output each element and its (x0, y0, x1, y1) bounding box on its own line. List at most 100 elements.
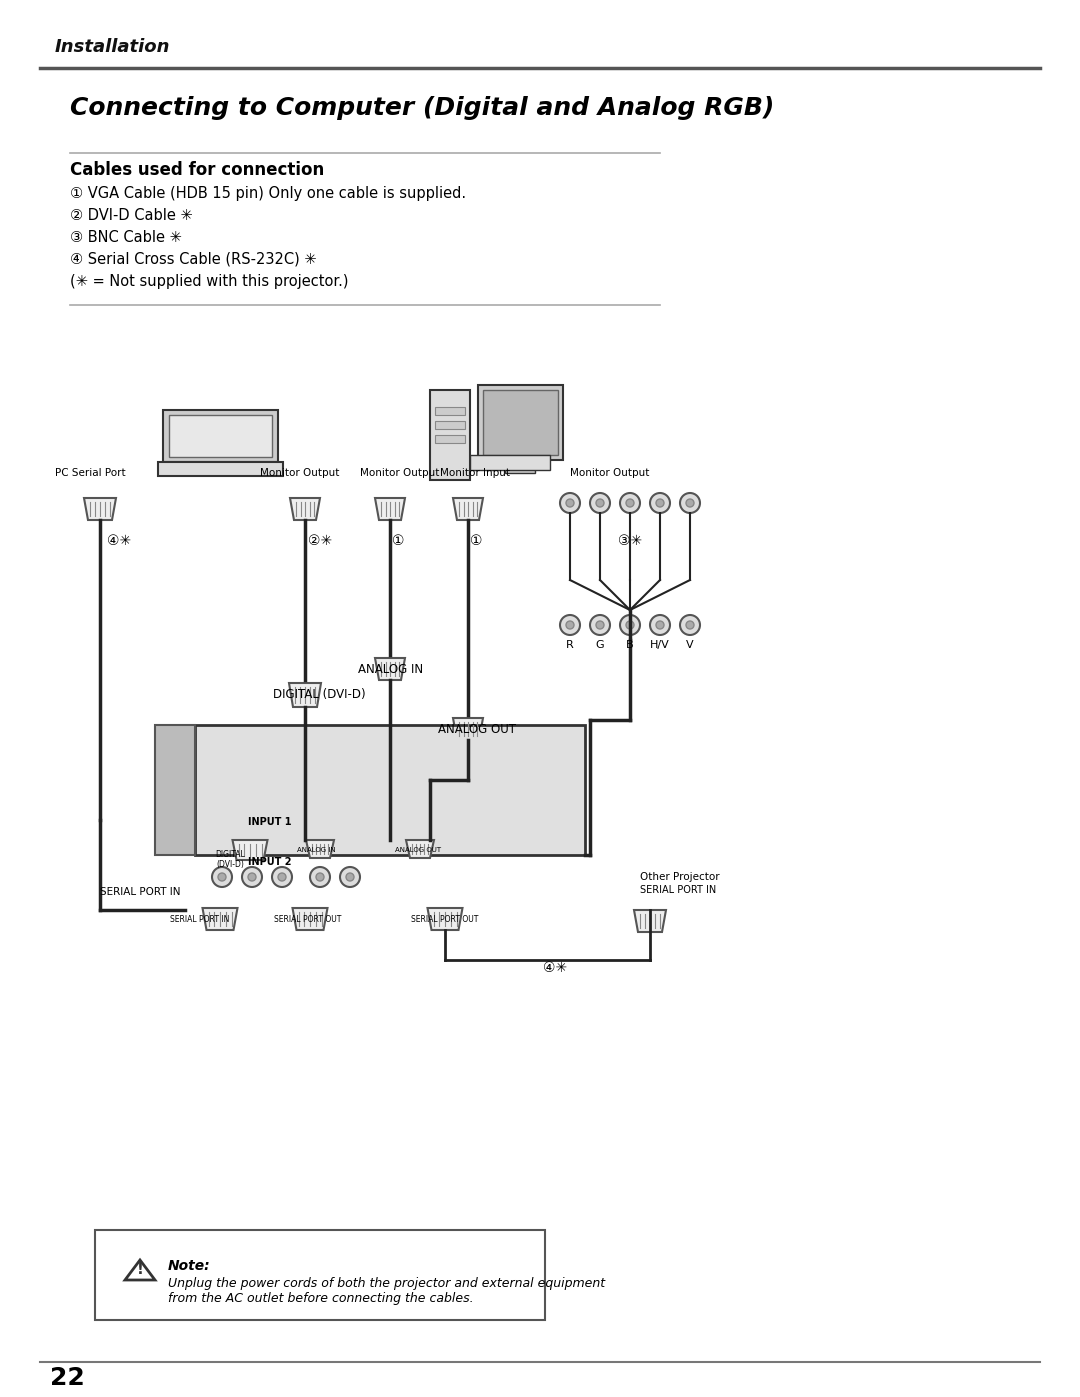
Circle shape (596, 499, 604, 507)
Polygon shape (291, 497, 320, 520)
Text: Monitor Output: Monitor Output (360, 468, 440, 478)
Bar (505, 468, 535, 474)
Circle shape (561, 493, 580, 513)
Circle shape (590, 493, 610, 513)
Text: G: G (596, 640, 605, 650)
Text: ②✳: ②✳ (308, 534, 333, 548)
Text: Installation: Installation (55, 38, 171, 56)
Text: ANALOG IN: ANALOG IN (297, 847, 335, 854)
Polygon shape (453, 497, 483, 520)
Bar (515, 460, 525, 469)
Polygon shape (306, 840, 334, 858)
Circle shape (626, 622, 634, 629)
Circle shape (566, 499, 573, 507)
Circle shape (212, 868, 232, 887)
Text: !: ! (136, 1261, 144, 1277)
Text: ④ Serial Cross Cable (RS-232C) ✳: ④ Serial Cross Cable (RS-232C) ✳ (70, 251, 316, 267)
Text: SERIAL PORT IN: SERIAL PORT IN (640, 886, 716, 895)
Text: (✳ = Not supplied with this projector.): (✳ = Not supplied with this projector.) (70, 274, 349, 289)
Text: Connecting to Computer (Digital and Analog RGB): Connecting to Computer (Digital and Anal… (70, 96, 774, 120)
Circle shape (626, 499, 634, 507)
Polygon shape (428, 908, 462, 930)
Circle shape (278, 873, 286, 882)
FancyBboxPatch shape (95, 1229, 545, 1320)
Bar (195, 725, 585, 855)
Text: Other Projector: Other Projector (640, 872, 719, 882)
Text: INPUT 1: INPUT 1 (248, 817, 292, 827)
Text: Cables used for connection: Cables used for connection (70, 161, 324, 179)
Text: SERIAL PORT OUT: SERIAL PORT OUT (411, 915, 478, 923)
Text: DIGITAL
(DVI-D): DIGITAL (DVI-D) (215, 849, 245, 869)
Text: V: V (686, 640, 693, 650)
Text: ② DVI-D Cable ✳: ② DVI-D Cable ✳ (70, 208, 192, 224)
Circle shape (242, 868, 262, 887)
Text: SERIAL PORT OUT: SERIAL PORT OUT (274, 915, 341, 923)
Bar (168, 415, 271, 457)
Circle shape (650, 493, 670, 513)
Polygon shape (293, 908, 327, 930)
Circle shape (656, 499, 664, 507)
Polygon shape (232, 840, 268, 861)
Text: SERIAL PORT IN: SERIAL PORT IN (100, 887, 180, 897)
Bar (483, 390, 557, 455)
Polygon shape (203, 908, 238, 930)
Text: ①: ① (470, 534, 483, 548)
Text: Note:: Note: (168, 1259, 211, 1273)
Bar (435, 434, 465, 443)
Polygon shape (634, 909, 666, 932)
Text: ① VGA Cable (HDB 15 pin) Only one cable is supplied.: ① VGA Cable (HDB 15 pin) Only one cable … (70, 186, 467, 201)
Circle shape (316, 873, 324, 882)
Text: PC Serial Port: PC Serial Port (55, 468, 125, 478)
Bar (156, 725, 195, 855)
Text: Monitor Output: Monitor Output (260, 468, 339, 478)
Text: ANALOG OUT: ANALOG OUT (395, 847, 441, 854)
Text: ①: ① (392, 534, 405, 548)
Text: ANALOG OUT: ANALOG OUT (438, 724, 516, 736)
Bar (470, 455, 550, 469)
Circle shape (566, 622, 573, 629)
Bar (435, 407, 465, 415)
Text: Monitor Input: Monitor Input (440, 468, 510, 478)
Circle shape (561, 615, 580, 636)
Circle shape (340, 868, 360, 887)
Circle shape (346, 873, 354, 882)
Text: from the AC outlet before connecting the cables.: from the AC outlet before connecting the… (168, 1292, 474, 1305)
Circle shape (680, 493, 700, 513)
Polygon shape (406, 840, 434, 858)
Text: ③✳: ③✳ (618, 534, 643, 548)
Text: B: B (626, 640, 634, 650)
Circle shape (680, 615, 700, 636)
Circle shape (620, 493, 640, 513)
Polygon shape (125, 1260, 156, 1280)
Circle shape (686, 499, 694, 507)
Polygon shape (84, 497, 116, 520)
Text: ④✳: ④✳ (543, 961, 567, 975)
Circle shape (218, 873, 226, 882)
Polygon shape (375, 497, 405, 520)
Text: DIGITAL (DVI-D): DIGITAL (DVI-D) (273, 687, 366, 701)
Circle shape (596, 622, 604, 629)
Text: INPUT 2: INPUT 2 (248, 856, 292, 868)
Text: H/V: H/V (650, 640, 670, 650)
Circle shape (656, 622, 664, 629)
Text: R: R (566, 640, 573, 650)
Text: Monitor Output: Monitor Output (570, 468, 649, 478)
Bar (477, 386, 563, 460)
Text: Unplug the power cords of both the projector and external equipment: Unplug the power cords of both the proje… (168, 1277, 605, 1289)
Bar (435, 420, 465, 429)
Circle shape (686, 622, 694, 629)
Polygon shape (453, 718, 483, 740)
Bar (162, 409, 278, 462)
Text: 22: 22 (50, 1366, 84, 1390)
Circle shape (310, 868, 330, 887)
Circle shape (272, 868, 292, 887)
Text: ③ BNC Cable ✳: ③ BNC Cable ✳ (70, 231, 181, 244)
Polygon shape (289, 683, 321, 707)
Polygon shape (375, 658, 405, 680)
Circle shape (650, 615, 670, 636)
Circle shape (248, 873, 256, 882)
Bar (430, 390, 470, 481)
Text: SERIAL PORT IN: SERIAL PORT IN (171, 915, 230, 923)
Bar (158, 462, 283, 476)
Circle shape (620, 615, 640, 636)
